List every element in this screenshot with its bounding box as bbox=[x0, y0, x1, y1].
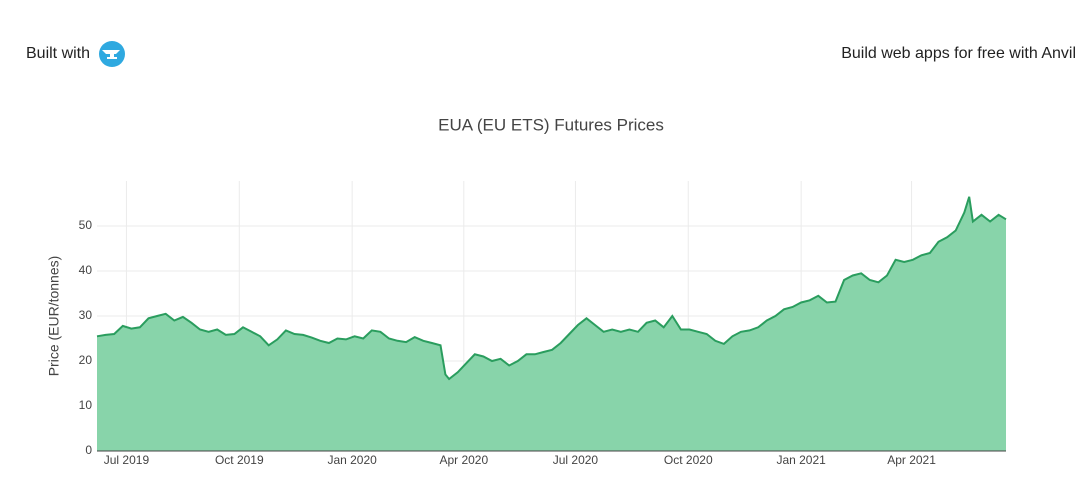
built-with[interactable]: Built with bbox=[26, 45, 90, 62]
anvil-logo[interactable] bbox=[99, 41, 125, 67]
y-tick-label: 40 bbox=[79, 263, 93, 277]
y-tick-label: 50 bbox=[79, 218, 93, 232]
y-tick-label: 0 bbox=[85, 443, 92, 457]
x-tick-label: Jul 2020 bbox=[553, 453, 599, 467]
x-tick-label: Jan 2020 bbox=[327, 453, 377, 467]
x-tick-label: Jul 2019 bbox=[104, 453, 150, 467]
x-tick-label: Oct 2019 bbox=[215, 453, 264, 467]
area-fill bbox=[97, 196, 1006, 451]
x-tick-label: Apr 2020 bbox=[439, 453, 488, 467]
x-tick-label: Oct 2020 bbox=[664, 453, 713, 467]
build-link[interactable]: Build web apps for free with Anvil bbox=[841, 45, 1076, 62]
price-line bbox=[96, 196, 1007, 381]
y-axis-label: Price (EUR/tonnes) bbox=[46, 256, 62, 377]
y-tick-label: 20 bbox=[79, 353, 93, 367]
chart-title: EUA (EU ETS) Futures Prices bbox=[438, 115, 664, 134]
x-tick-label: Apr 2021 bbox=[887, 453, 936, 467]
x-tick-label: Jan 2021 bbox=[776, 453, 826, 467]
logo-anvil bbox=[102, 50, 120, 59]
y-tick-label: 10 bbox=[79, 398, 93, 412]
y-tick-label: 30 bbox=[79, 308, 93, 322]
